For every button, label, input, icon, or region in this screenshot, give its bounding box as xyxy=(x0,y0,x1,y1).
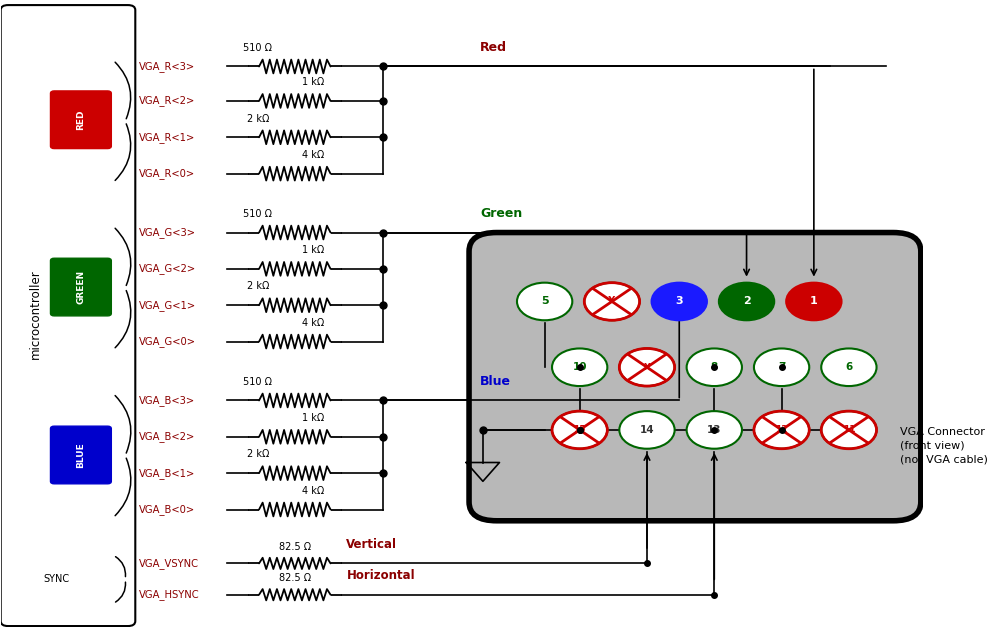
Circle shape xyxy=(517,283,572,320)
Text: Vertical: Vertical xyxy=(346,538,398,551)
Text: 10: 10 xyxy=(572,362,587,372)
Text: 7: 7 xyxy=(778,362,786,372)
Circle shape xyxy=(754,411,809,449)
Text: 1: 1 xyxy=(810,296,817,306)
Text: X: X xyxy=(608,296,616,306)
Circle shape xyxy=(787,283,841,320)
Text: VGA_G<2>: VGA_G<2> xyxy=(139,263,196,274)
Text: 8: 8 xyxy=(710,362,718,372)
Text: 3: 3 xyxy=(676,296,683,306)
Text: BLUE: BLUE xyxy=(76,442,85,468)
Text: 1 kΩ: 1 kΩ xyxy=(303,413,324,423)
Text: Horizontal: Horizontal xyxy=(346,569,415,582)
Text: X: X xyxy=(644,363,651,372)
Text: 510 Ω: 510 Ω xyxy=(243,377,273,387)
Text: 4 kΩ: 4 kΩ xyxy=(303,318,324,328)
Circle shape xyxy=(552,349,607,386)
Text: VGA Connector
(front view)
(not VGA cable): VGA Connector (front view) (not VGA cabl… xyxy=(900,426,987,465)
Text: VGA_R<2>: VGA_R<2> xyxy=(139,95,195,106)
Circle shape xyxy=(686,349,742,386)
Text: 11: 11 xyxy=(842,425,855,435)
Circle shape xyxy=(584,283,640,320)
Text: 4 kΩ: 4 kΩ xyxy=(303,485,324,495)
Text: 1 kΩ: 1 kΩ xyxy=(303,77,324,87)
Circle shape xyxy=(552,411,607,449)
Text: VGA_HSYNC: VGA_HSYNC xyxy=(139,589,199,600)
Text: 15: 15 xyxy=(573,425,586,435)
Text: 4 kΩ: 4 kΩ xyxy=(303,150,324,160)
Circle shape xyxy=(754,349,809,386)
Text: VGA_VSYNC: VGA_VSYNC xyxy=(139,558,199,569)
Circle shape xyxy=(652,283,707,320)
Text: 510 Ω: 510 Ω xyxy=(243,43,273,53)
Text: microcontroller: microcontroller xyxy=(29,269,43,359)
Text: VGA_B<3>: VGA_B<3> xyxy=(139,395,195,406)
Text: 12: 12 xyxy=(776,425,788,435)
Circle shape xyxy=(821,349,877,386)
FancyBboxPatch shape xyxy=(469,232,921,521)
Circle shape xyxy=(619,411,675,449)
Text: 2 kΩ: 2 kΩ xyxy=(247,450,269,459)
Text: 82.5 Ω: 82.5 Ω xyxy=(279,573,310,583)
Text: 2: 2 xyxy=(743,296,750,306)
Text: VGA_B<0>: VGA_B<0> xyxy=(139,504,195,515)
Text: VGA_G<3>: VGA_G<3> xyxy=(139,227,196,238)
Text: VGA_B<2>: VGA_B<2> xyxy=(139,431,195,442)
Text: VGA_R<1>: VGA_R<1> xyxy=(139,132,195,143)
Text: VGA_R<0>: VGA_R<0> xyxy=(139,168,195,179)
FancyBboxPatch shape xyxy=(51,258,111,316)
Text: VGA_G<0>: VGA_G<0> xyxy=(139,336,196,347)
Circle shape xyxy=(619,349,675,386)
Text: Green: Green xyxy=(480,207,523,220)
Text: 510 Ω: 510 Ω xyxy=(243,208,273,219)
Text: Red: Red xyxy=(480,41,507,54)
Text: 6: 6 xyxy=(845,362,852,372)
Circle shape xyxy=(821,411,877,449)
Text: 2 kΩ: 2 kΩ xyxy=(247,281,269,291)
Text: 1 kΩ: 1 kΩ xyxy=(303,245,324,255)
FancyBboxPatch shape xyxy=(1,5,135,626)
Circle shape xyxy=(719,283,774,320)
Text: 2 kΩ: 2 kΩ xyxy=(247,114,269,124)
Text: 82.5 Ω: 82.5 Ω xyxy=(279,542,310,552)
Text: VGA_G<1>: VGA_G<1> xyxy=(139,300,196,311)
Text: 14: 14 xyxy=(640,425,655,435)
FancyBboxPatch shape xyxy=(51,426,111,484)
Text: 5: 5 xyxy=(541,296,549,306)
Text: VGA_R<3>: VGA_R<3> xyxy=(139,61,195,72)
Text: RED: RED xyxy=(76,109,85,130)
FancyBboxPatch shape xyxy=(51,91,111,149)
Text: VGA_B<1>: VGA_B<1> xyxy=(139,468,195,479)
Circle shape xyxy=(686,411,742,449)
Text: 13: 13 xyxy=(707,425,721,435)
Text: SYNC: SYNC xyxy=(43,574,69,584)
Text: GREEN: GREEN xyxy=(76,270,85,304)
Text: Blue: Blue xyxy=(480,375,511,388)
